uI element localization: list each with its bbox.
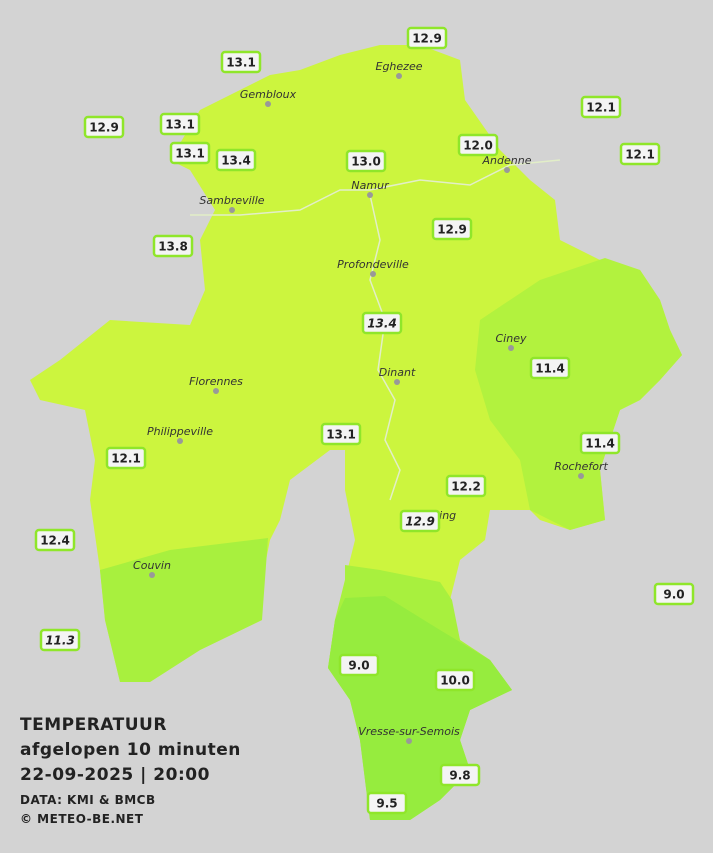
station-box: [580, 95, 622, 119]
station-temperature: 13.1: [165, 118, 195, 132]
legend-credit: © METEO-BE.NET: [20, 812, 144, 826]
station-box: [34, 528, 76, 552]
station-temperature: 11.3: [45, 634, 75, 648]
legend-subtitle: afgelopen 10 minuten: [20, 740, 241, 760]
station-temperature: 12.9: [89, 121, 119, 135]
city-name: Gembloux: [240, 88, 297, 101]
station-box: [431, 217, 473, 241]
city-name: Florennes: [189, 375, 243, 388]
station-box: [338, 653, 380, 677]
station-temperature: 13.0: [351, 155, 381, 169]
city-dot: [396, 73, 402, 79]
city-name: Namur: [351, 179, 390, 192]
station-temperature: 13.8: [158, 240, 188, 254]
city-name: Rochefort: [554, 460, 608, 473]
city-name: Dinant: [379, 366, 416, 379]
station-temperature: 12.1: [625, 148, 655, 162]
legend-source: DATA: KMI & BMCB: [20, 793, 156, 807]
station-temperature: 9.8: [449, 769, 470, 783]
zone-southwest: [100, 538, 268, 682]
station-box: [579, 431, 621, 455]
legend-title: TEMPERATUUR: [20, 715, 167, 735]
city-name: Ciney: [496, 332, 527, 345]
station-box: [619, 142, 661, 166]
city-dot: [367, 192, 373, 198]
station-temperature: 10.0: [440, 674, 470, 688]
station-box: [445, 474, 487, 498]
station-box: [361, 311, 403, 335]
city-dot: [504, 167, 510, 173]
station-box: [159, 112, 201, 136]
station-temperature: 11.4: [535, 362, 565, 376]
river: [369, 194, 401, 501]
city-name: Philippeville: [147, 425, 213, 438]
station-box: [366, 791, 408, 815]
station-box: [653, 582, 695, 606]
city-dot: [149, 572, 155, 578]
station-box: [320, 422, 362, 446]
city-name: Eghezee: [376, 60, 423, 73]
station-temperature: 12.2: [451, 480, 481, 494]
station-temperature: 12.1: [586, 101, 616, 115]
station-temperature: 13.1: [326, 428, 356, 442]
city-name: Andenne: [482, 154, 532, 167]
station-box: [105, 446, 147, 470]
station-temperature: 12.1: [111, 452, 141, 466]
city-dot: [177, 438, 183, 444]
station-temperature: 9.0: [348, 659, 369, 673]
city-dot: [265, 101, 271, 107]
station-box: [457, 133, 499, 157]
station-box: [39, 628, 81, 652]
station-box: [152, 234, 194, 258]
station-temperature: 12.0: [463, 139, 493, 153]
station-temperature: 12.9: [405, 515, 435, 529]
station-box: [220, 50, 262, 74]
station-temperature: 12.9: [437, 223, 467, 237]
city-dot: [229, 207, 235, 213]
city-dot: [213, 388, 219, 394]
station-temperature: 13.1: [226, 56, 256, 70]
station-temperature: 9.5: [376, 797, 397, 811]
city-name: Profondeville: [337, 258, 409, 271]
station-temperature: 9.0: [663, 588, 684, 602]
city-dot: [394, 379, 400, 385]
station-temperature: 12.4: [40, 534, 70, 548]
river: [190, 159, 561, 216]
station-box: [399, 509, 441, 533]
station-box: [169, 141, 211, 165]
city-name: Vresse-sur-Semois: [358, 725, 460, 738]
station-temperature: 12.9: [412, 32, 442, 46]
zone-east: [475, 258, 682, 530]
station-box: [83, 115, 125, 139]
station-box: [406, 26, 448, 50]
legend-datetime: 22-09-2025 | 20:00: [20, 765, 210, 785]
city-name: Couvin: [133, 559, 171, 572]
city-dot: [508, 345, 514, 351]
city-dot: [370, 271, 376, 277]
station-box: [434, 668, 476, 692]
station-box: [439, 763, 481, 787]
station-temperature: 13.1: [175, 147, 205, 161]
station-temperature: 11.4: [585, 437, 615, 451]
station-box: [345, 149, 387, 173]
station-box: [529, 356, 571, 380]
station-temperature: 13.4: [367, 317, 397, 331]
station-temperature: 13.4: [221, 154, 251, 168]
labels: Eghezee Gembloux Andenne Namur Sambreville Pr…: [20, 26, 695, 826]
city-dot: [406, 738, 412, 744]
city-dot: [578, 473, 584, 479]
station-box: [215, 148, 257, 172]
city-name: Sambreville: [199, 194, 264, 207]
